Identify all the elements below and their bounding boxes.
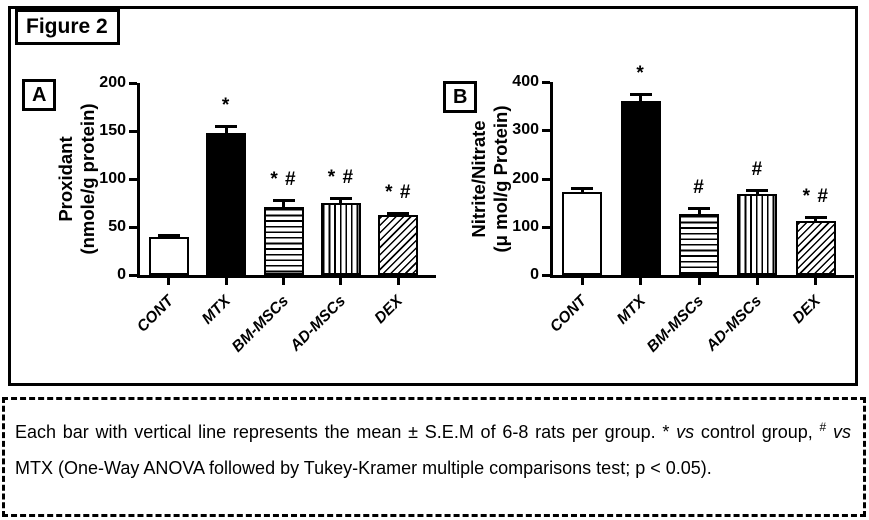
y-tick-label: 0 <box>117 266 126 283</box>
y-tick <box>542 81 550 84</box>
error-bar <box>814 215 818 226</box>
y-tick <box>542 177 550 181</box>
y-axis-title-line: Proxidant <box>55 136 76 222</box>
bar-bm-mscs <box>263 206 304 275</box>
error-bar-cap <box>688 207 710 211</box>
figure-border-box <box>8 6 858 386</box>
caption-hash-symbol: # <box>819 420 827 434</box>
significance-annotation: # <box>693 177 705 199</box>
error-bar-cap <box>272 199 295 203</box>
figure-title-box: Figure 2 <box>15 9 120 45</box>
x-tick <box>639 278 643 285</box>
y-axis <box>137 83 140 278</box>
y-axis <box>550 82 553 278</box>
caption-star-symbol: * <box>662 422 670 442</box>
x-tick <box>755 278 759 285</box>
error-bar <box>224 125 228 137</box>
y-tick-label: 100 <box>99 170 126 187</box>
caption-vs-2: vs <box>832 422 851 442</box>
figure-title: Figure 2 <box>26 15 108 38</box>
significance-annotation: * # <box>270 169 297 191</box>
caption-box: Each bar with vertical line represents t… <box>2 397 866 517</box>
bar-mtx <box>620 101 661 275</box>
y-axis-title: Proxidant (nmole/g protein) <box>55 49 99 309</box>
caption-main: Each bar with vertical line represents t… <box>15 422 656 442</box>
error-bar-cap <box>215 125 238 129</box>
significance-annotation: * <box>636 62 645 84</box>
x-tick <box>167 278 171 285</box>
y-tick <box>129 274 137 277</box>
error-bar <box>580 186 584 196</box>
significance-annotation: * # <box>327 167 355 189</box>
caption-seg2: control group, <box>700 422 813 442</box>
bar-ad-mscs <box>320 203 361 275</box>
error-bar <box>639 92 643 106</box>
y-tick-label: 200 <box>99 74 126 91</box>
bar-dex <box>378 214 419 275</box>
x-tick <box>224 278 228 285</box>
y-tick <box>129 178 137 181</box>
error-bar <box>282 199 285 211</box>
error-bar <box>339 197 343 207</box>
x-axis <box>137 275 436 278</box>
significance-annotation: # <box>751 158 764 180</box>
error-bar-cap <box>157 233 180 237</box>
y-axis-title-line: (nmole/g protein) <box>77 103 98 255</box>
x-tick <box>814 278 818 285</box>
significance-annotation: * <box>221 95 231 117</box>
error-bar-cap <box>629 92 652 96</box>
y-axis-title-line: (μ mol/g Protein) <box>490 105 511 252</box>
x-tick <box>282 278 285 285</box>
x-tick <box>697 278 701 285</box>
y-tick <box>129 130 137 133</box>
panel-label-b: B <box>443 81 478 113</box>
y-tick <box>542 225 550 229</box>
caption-text: Each bar with vertical line represents t… <box>15 410 851 486</box>
bar-cont <box>562 192 603 275</box>
bar-bm-mscs <box>679 214 719 275</box>
y-tick-label: 150 <box>99 122 126 139</box>
error-bar-cap <box>387 211 410 215</box>
significance-annotation: * # <box>385 181 412 203</box>
error-bar <box>697 207 701 219</box>
x-tick <box>339 278 343 285</box>
panel-label-a: A <box>22 79 57 111</box>
error-bar-cap <box>329 197 352 201</box>
x-tick <box>396 278 400 285</box>
x-axis <box>550 275 854 278</box>
y-tick <box>129 226 137 229</box>
y-tick-label: 400 <box>512 73 539 90</box>
caption-vs-1: vs <box>676 422 695 442</box>
error-bar-cap <box>571 186 594 190</box>
caption-seg3: MTX (One-Way ANOVA followed by Tukey-Kra… <box>15 457 712 478</box>
y-tick <box>542 274 550 277</box>
significance-annotation: * # <box>802 185 829 207</box>
bar-ad-mscs <box>737 194 778 275</box>
y-tick <box>129 82 137 85</box>
y-tick-label: 0 <box>530 266 539 283</box>
y-tick-label: 300 <box>512 121 539 139</box>
y-tick-label: 100 <box>512 217 539 235</box>
x-tick <box>580 278 584 285</box>
error-bar-cap <box>746 188 769 192</box>
y-tick-label: 50 <box>108 218 126 235</box>
bar-cont <box>148 236 189 275</box>
bar-mtx <box>206 132 247 275</box>
y-tick-label: 200 <box>512 169 539 187</box>
error-bar <box>755 188 759 199</box>
bar-dex <box>795 221 836 275</box>
error-bar-cap <box>804 215 827 219</box>
y-tick <box>542 129 550 133</box>
